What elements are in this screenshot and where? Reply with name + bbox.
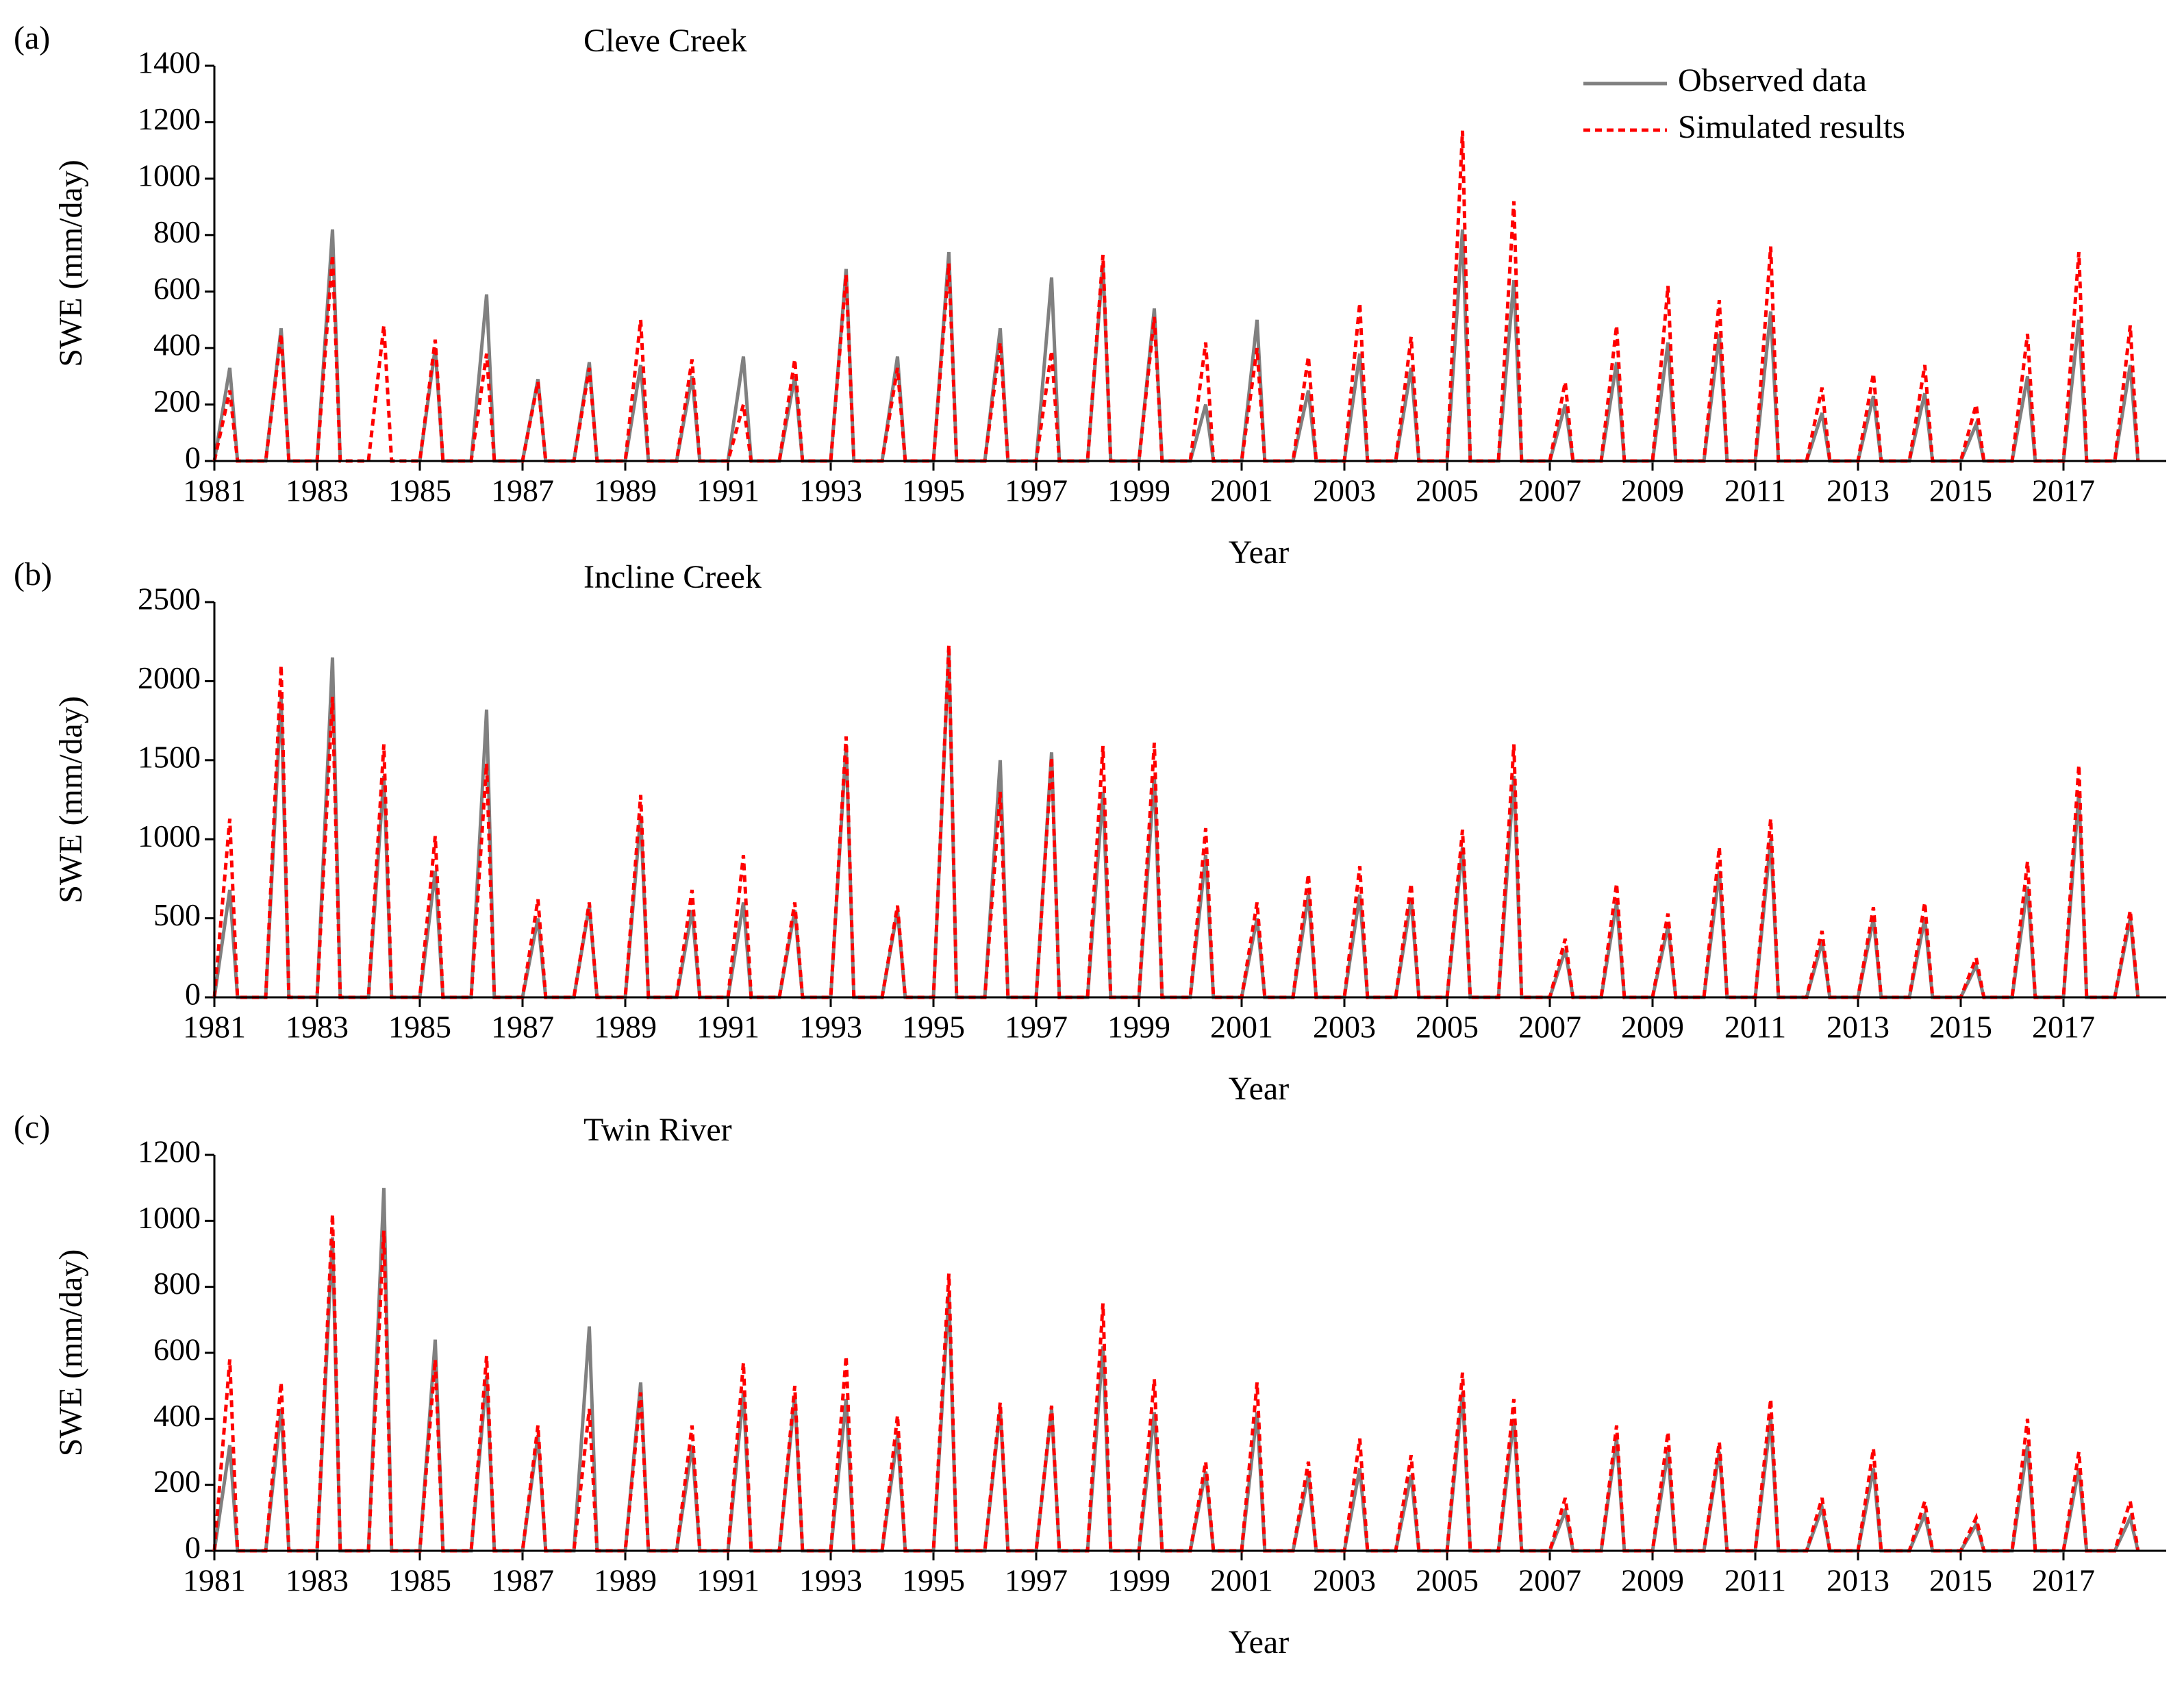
y-tick-label: 1200 <box>138 1134 201 1169</box>
x-tick-label: 2003 <box>1313 1010 1376 1045</box>
x-tick-label: 2003 <box>1313 1563 1376 1598</box>
x-tick-label: 2013 <box>1827 1563 1890 1598</box>
x-tick-label: 2001 <box>1210 473 1273 508</box>
y-tick-label: 800 <box>153 1266 201 1301</box>
x-tick-label: 1987 <box>491 1563 554 1598</box>
x-tick-label: 1991 <box>696 1010 760 1045</box>
y-tick-label: 1500 <box>138 739 201 774</box>
x-axis-label: Year <box>1229 534 1289 571</box>
y-tick-label: 400 <box>153 327 201 362</box>
y-tick-label: 500 <box>153 897 201 932</box>
x-tick-label: 1981 <box>183 473 246 508</box>
x-tick-label: 2009 <box>1621 1010 1684 1045</box>
x-tick-label: 1991 <box>696 1563 760 1598</box>
y-tick-label: 600 <box>153 1332 201 1367</box>
x-tick-label: 2011 <box>1724 1010 1786 1045</box>
x-tick-label: 2015 <box>1929 1010 1992 1045</box>
x-tick-label: 1987 <box>491 1010 554 1045</box>
x-tick-label: 2017 <box>2032 1010 2095 1045</box>
y-tick-label: 200 <box>153 1464 201 1499</box>
x-axis-label: Year <box>1229 1624 1289 1660</box>
x-tick-label: 2013 <box>1827 473 1890 508</box>
y-tick-label: 1000 <box>138 158 201 192</box>
x-tick-label: 1995 <box>902 1563 965 1598</box>
x-tick-label: 2001 <box>1210 1563 1273 1598</box>
y-axis-label: SWE (mm/day) <box>53 696 89 903</box>
chart-title: Incline Creek <box>583 559 762 595</box>
y-tick-label: 0 <box>185 977 201 1012</box>
x-tick-label: 1983 <box>286 1010 349 1045</box>
series-line <box>212 649 2140 999</box>
panel-label: (b) <box>14 556 52 593</box>
x-tick-label: 1983 <box>286 1563 349 1598</box>
x-tick-label: 1997 <box>1005 473 1068 508</box>
x-tick-label: 2007 <box>1518 1010 1581 1045</box>
x-tick-label: 1989 <box>594 473 657 508</box>
x-tick-label: 1995 <box>902 473 965 508</box>
x-tick-label: 2007 <box>1518 473 1581 508</box>
x-tick-label: 1985 <box>388 473 451 508</box>
x-tick-label: 1991 <box>696 473 760 508</box>
y-tick-label: 200 <box>153 384 201 419</box>
y-tick-label: 1000 <box>138 1200 201 1235</box>
panel-label: (c) <box>14 1109 50 1145</box>
y-tick-label: 1200 <box>138 101 201 136</box>
legend-label: Simulated results <box>1678 109 1905 145</box>
series-line <box>212 130 2140 463</box>
y-tick-label: 1400 <box>138 45 201 80</box>
x-tick-label: 1981 <box>183 1563 246 1598</box>
x-tick-label: 1999 <box>1107 1563 1170 1598</box>
x-tick-label: 2017 <box>2032 473 2095 508</box>
series-line <box>212 1188 2140 1553</box>
x-tick-label: 2007 <box>1518 1563 1581 1598</box>
x-tick-label: 1993 <box>799 1563 862 1598</box>
x-tick-label: 1983 <box>286 473 349 508</box>
x-tick-label: 2005 <box>1416 1010 1479 1045</box>
chart-title: Cleve Creek <box>583 23 747 59</box>
x-tick-label: 1993 <box>799 1010 862 1045</box>
x-tick-label: 1987 <box>491 473 554 508</box>
y-tick-label: 1000 <box>138 819 201 853</box>
legend-label: Observed data <box>1678 62 1867 99</box>
y-tick-label: 800 <box>153 214 201 249</box>
series-line <box>418 229 2140 463</box>
x-tick-label: 2017 <box>2032 1563 2095 1598</box>
x-tick-label: 1981 <box>183 1010 246 1045</box>
x-tick-label: 2005 <box>1416 473 1479 508</box>
series-line <box>212 1214 2140 1553</box>
x-tick-label: 1997 <box>1005 1563 1068 1598</box>
y-tick-label: 0 <box>185 440 201 475</box>
y-axis-label: SWE (mm/day) <box>53 160 89 367</box>
y-tick-label: 600 <box>153 271 201 306</box>
x-axis-label: Year <box>1229 1071 1289 1107</box>
x-tick-label: 2013 <box>1827 1010 1890 1045</box>
x-tick-label: 2003 <box>1313 473 1376 508</box>
y-tick-label: 0 <box>185 1530 201 1565</box>
x-tick-label: 1989 <box>594 1010 657 1045</box>
x-tick-label: 1993 <box>799 473 862 508</box>
x-tick-label: 1999 <box>1107 473 1170 508</box>
x-tick-label: 2009 <box>1621 473 1684 508</box>
x-tick-label: 2011 <box>1724 1563 1786 1598</box>
y-axis-label: SWE (mm/day) <box>53 1249 89 1457</box>
x-tick-label: 1985 <box>388 1010 451 1045</box>
x-tick-label: 2011 <box>1724 473 1786 508</box>
y-tick-label: 2500 <box>138 582 201 616</box>
y-tick-label: 2000 <box>138 660 201 695</box>
x-tick-label: 1989 <box>594 1563 657 1598</box>
series-line <box>212 645 2140 999</box>
x-tick-label: 1997 <box>1005 1010 1068 1045</box>
x-tick-label: 2001 <box>1210 1010 1273 1045</box>
x-tick-label: 2015 <box>1929 473 1992 508</box>
panel-label: (a) <box>14 20 50 56</box>
x-tick-label: 1999 <box>1107 1010 1170 1045</box>
x-tick-label: 2005 <box>1416 1563 1479 1598</box>
chart-title: Twin River <box>583 1112 732 1148</box>
x-tick-label: 2015 <box>1929 1563 1992 1598</box>
y-tick-label: 400 <box>153 1398 201 1433</box>
x-tick-label: 2009 <box>1621 1563 1684 1598</box>
x-tick-label: 1985 <box>388 1563 451 1598</box>
x-tick-label: 1995 <box>902 1010 965 1045</box>
